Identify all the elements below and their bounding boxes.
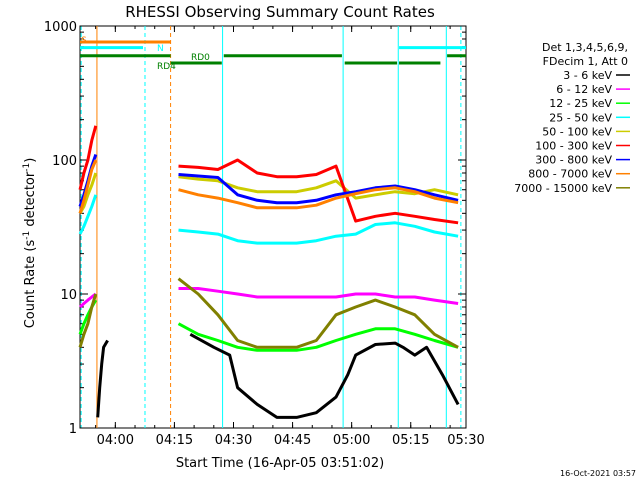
series-line [96,339,109,418]
series-line [189,332,460,419]
series-line [78,292,97,309]
y-axis-label: Count Rate (s-1 detector-1) [22,158,38,329]
flag-label-s: S [81,36,87,46]
y-axis-label-end: ) [23,158,38,163]
y-axis-label-mid: detector [23,171,38,231]
x-tick-label: 04:45 [274,433,311,448]
y-tick-label: 100 [52,154,77,169]
legend-label: 300 - 800 keV [535,154,612,167]
x-tick-label: 05:00 [333,433,370,448]
series-line [78,194,98,235]
x-tick-label: 05:30 [447,433,484,448]
legend-label: 6 - 12 keV [556,83,612,96]
plot-area: 04:00 04:15 04:30 04:45 05:00 05:15 05:30 1 10 10… [44,20,485,448]
series-line [177,322,459,352]
y-tick-label: 10 [60,288,77,303]
series-line [178,221,459,245]
y-tick-label: 1000 [44,20,77,35]
legend-label: 800 - 7000 keV [528,168,612,181]
series-line [78,159,98,214]
flag-label-rd0: RD0 [191,53,210,63]
legend-label: 12 - 25 keV [549,97,612,110]
flag-label-rd4: RD4 [157,62,176,72]
legend-header-line-1: Det 1,3,4,5,6,9, [542,41,628,54]
y-axis-label-sup2: -1 [22,163,32,172]
legend-label: 50 - 100 keV [542,125,612,138]
series-line [78,293,98,348]
series-line [178,186,459,210]
legend-header-line-2: FDecim 1, Att 0 [543,55,628,68]
x-tick-label: 04:15 [156,433,193,448]
x-tick-label: 04:00 [97,433,134,448]
y-axis-label-main: Count Rate (s [23,240,38,329]
series-line [78,125,98,191]
series-line [178,173,459,205]
flag-label-n: N [157,44,164,54]
y-axis-label-sup1: -1 [22,231,32,240]
series-line [178,158,459,225]
y-tick-label: 1 [69,422,77,437]
chart-title: RHESSI Observing Summary Count Rates [125,3,435,21]
legend-label: 3 - 6 keV [563,69,612,82]
series-line [177,277,459,349]
timestamp: 16-Oct-2021 03:57 [560,469,636,478]
x-tick-label: 05:15 [392,433,429,448]
plot-frame [79,25,467,429]
x-axis-label: Start Time (16-Apr-05 03:51:02) [176,456,384,471]
legend: Det 1,3,4,5,6,9, FDecim 1, Att 0 3 - 6 k… [514,41,630,195]
legend-label: 25 - 50 keV [549,111,612,124]
series-line [178,287,459,305]
legend-label: 7000 - 15000 keV [514,182,612,195]
legend-label: 100 - 300 keV [535,140,612,153]
x-tick-label: 04:30 [215,433,252,448]
